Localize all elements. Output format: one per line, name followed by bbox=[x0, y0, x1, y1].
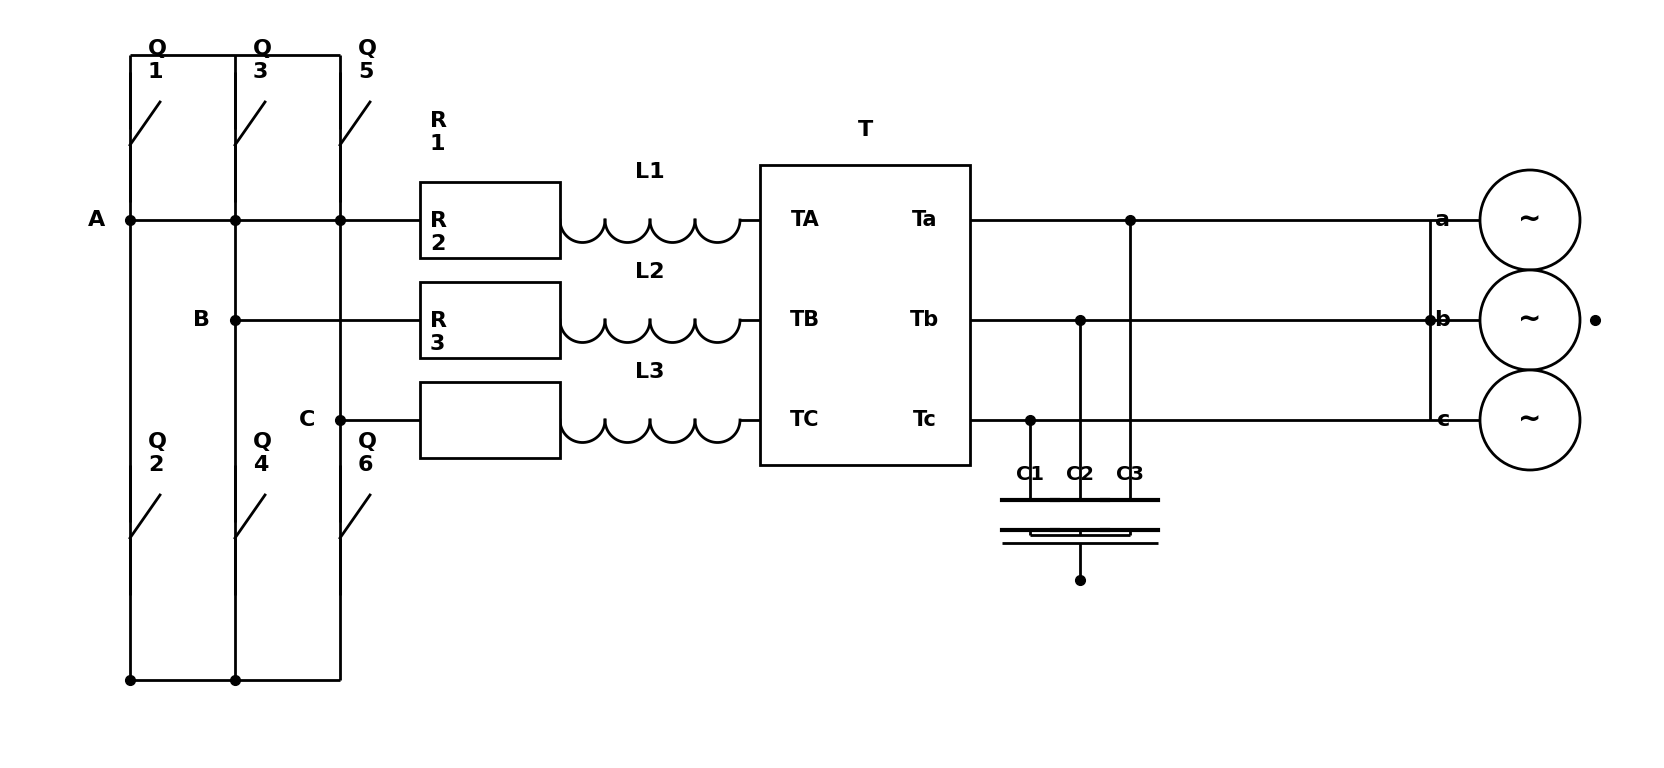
Text: ~: ~ bbox=[1518, 306, 1541, 334]
Text: Tb: Tb bbox=[910, 310, 940, 330]
Text: L3: L3 bbox=[636, 362, 664, 382]
Text: Q
4: Q 4 bbox=[253, 432, 271, 475]
Circle shape bbox=[1479, 170, 1581, 270]
Text: ~: ~ bbox=[1518, 206, 1541, 234]
Text: C1: C1 bbox=[1017, 465, 1043, 485]
Text: c: c bbox=[1436, 410, 1449, 430]
Circle shape bbox=[1479, 370, 1581, 470]
Text: Ta: Ta bbox=[912, 210, 938, 230]
Text: R
3: R 3 bbox=[429, 311, 448, 354]
Text: C3: C3 bbox=[1117, 465, 1143, 485]
Circle shape bbox=[1479, 270, 1581, 370]
Text: TC: TC bbox=[790, 410, 820, 430]
Text: T: T bbox=[857, 120, 872, 140]
Bar bbox=[419, 282, 561, 358]
Text: Tc: Tc bbox=[914, 410, 937, 430]
Bar bbox=[419, 182, 561, 258]
Text: Q
6: Q 6 bbox=[358, 432, 378, 475]
Bar bbox=[760, 165, 970, 465]
Text: Q
2: Q 2 bbox=[148, 432, 166, 475]
Text: C: C bbox=[298, 410, 314, 430]
Text: C2: C2 bbox=[1067, 465, 1093, 485]
Text: B: B bbox=[193, 310, 210, 330]
Text: TA: TA bbox=[790, 210, 819, 230]
Bar bbox=[419, 382, 561, 458]
Text: L1: L1 bbox=[636, 162, 666, 182]
Text: R
1: R 1 bbox=[429, 111, 448, 154]
Text: TB: TB bbox=[790, 310, 820, 330]
Text: b: b bbox=[1434, 310, 1449, 330]
Text: R
2: R 2 bbox=[429, 210, 448, 254]
Text: L2: L2 bbox=[636, 262, 664, 282]
Text: Q
1: Q 1 bbox=[148, 39, 166, 82]
Text: ~: ~ bbox=[1518, 406, 1541, 434]
Text: A: A bbox=[88, 210, 105, 230]
Text: a: a bbox=[1434, 210, 1449, 230]
Text: Q
3: Q 3 bbox=[253, 39, 271, 82]
Text: Q
5: Q 5 bbox=[358, 39, 378, 82]
